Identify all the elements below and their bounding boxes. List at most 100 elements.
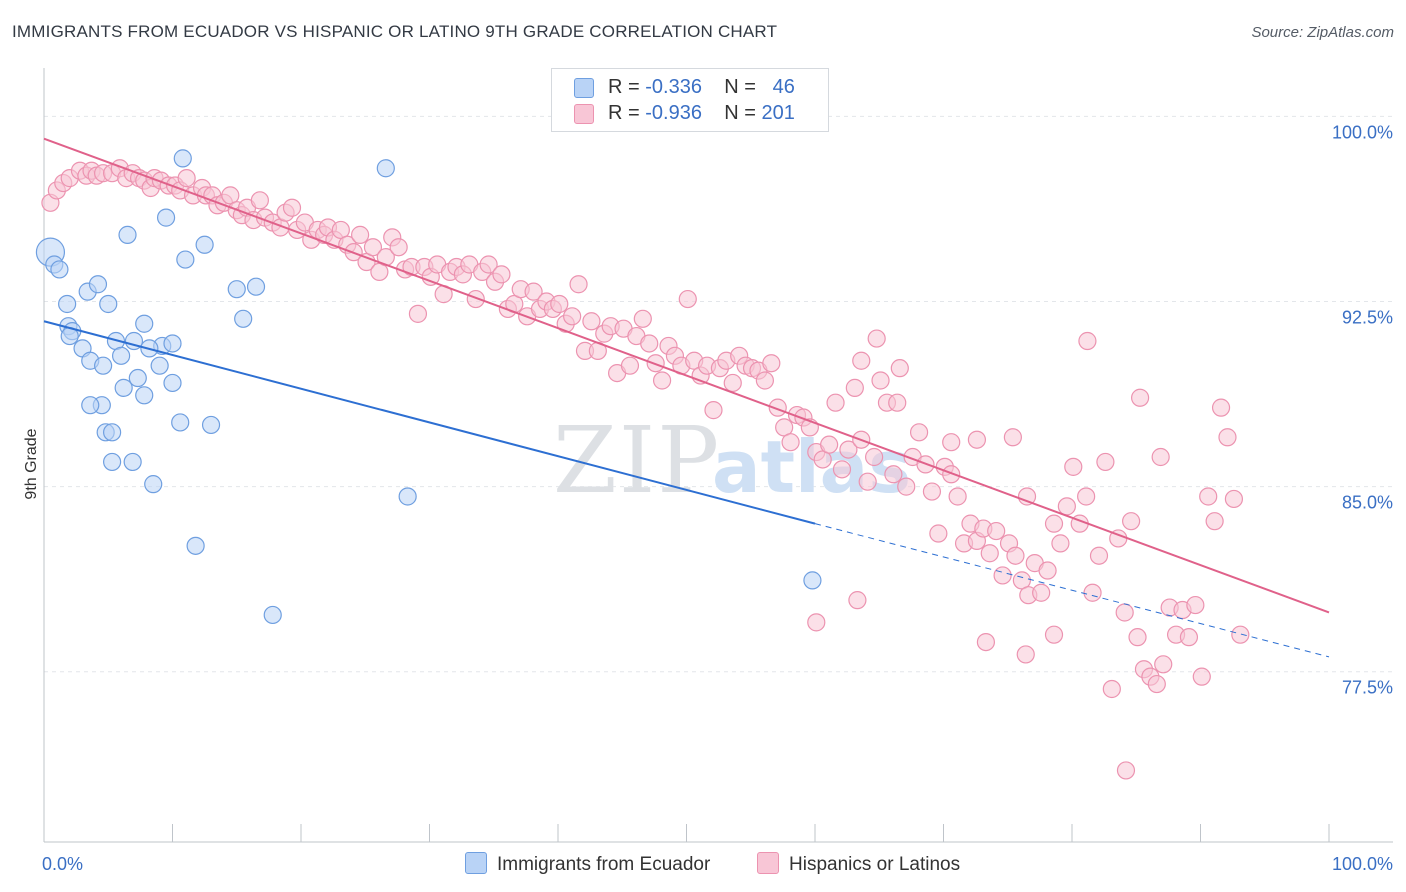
hispanic-point-134	[897, 477, 916, 496]
hispanic-point-194	[1044, 625, 1064, 644]
hispanic-point-157	[1044, 514, 1064, 533]
legend-n-value: 201	[761, 102, 795, 124]
ecuador-point-26	[81, 396, 100, 415]
ecuador-point-34	[156, 208, 176, 227]
legend-r-value: -0.936	[645, 102, 702, 124]
ecuador-point-45	[398, 487, 417, 506]
hispanic-point-160	[1064, 457, 1083, 476]
ecuador-point-43	[263, 605, 282, 625]
bottom-legend-swatch-hispanic	[757, 852, 779, 874]
hispanic-point-163	[1083, 583, 1102, 602]
bottom-legend-label: Hispanics or Latinos	[789, 854, 961, 875]
legend-r-value: -0.336	[645, 76, 702, 98]
hispanic-point-124	[832, 460, 852, 479]
hispanic-point-173	[1147, 674, 1166, 694]
chart-source: Source: ZipAtlas.com	[1251, 24, 1394, 41]
hispanic-point-76	[524, 282, 543, 301]
hispanic-point-125	[839, 440, 858, 459]
ecuador-point-46	[803, 571, 822, 590]
hispanic-point-195	[1078, 331, 1097, 351]
hispanic-point-113	[762, 354, 781, 373]
hispanic-point-138	[922, 482, 942, 501]
hispanic-point-83	[569, 275, 588, 294]
hispanic-point-107	[723, 373, 742, 393]
ecuador-point-41	[234, 309, 253, 328]
x-tick-label-max: 100.0%	[1332, 854, 1393, 874]
ecuador-point-37	[173, 149, 192, 168]
ecuador-point-23	[135, 386, 154, 405]
ecuador-point-21	[114, 378, 133, 397]
y-tick-label-3: 77.5%	[1342, 678, 1393, 698]
ecuador-point-2	[50, 260, 69, 279]
ecuador-point-28	[103, 423, 122, 442]
y-tick-label-0: 100.0%	[1332, 122, 1393, 142]
ecuador-point-39	[227, 280, 246, 299]
ecuador-point-35	[176, 250, 195, 269]
hispanic-point-71	[492, 265, 511, 284]
ecuador-point-22	[128, 368, 147, 388]
legend-n-value: 46	[772, 76, 795, 98]
hispanic-point-55	[389, 238, 408, 257]
hispanic-point-202	[848, 591, 867, 610]
hispanic-point-178	[1179, 628, 1199, 647]
watermark: ZIP atlas	[553, 407, 911, 514]
hispanic-point-141	[942, 465, 961, 484]
hispanic-trend-line	[43, 137, 1330, 614]
hispanic-point-96	[652, 371, 672, 390]
hispanic-point-80	[550, 294, 569, 314]
hispanic-point-122	[820, 435, 839, 454]
hispanic-point-179	[1186, 595, 1205, 615]
hispanic-point-200	[1116, 761, 1136, 780]
hispanic-point-181	[1199, 487, 1218, 506]
y-tick-label-2: 85.0%	[1342, 493, 1393, 513]
x-tick-label-min: 0.0%	[42, 854, 83, 874]
hispanic-point-85	[582, 312, 601, 331]
y-tick-labels: 100.0% 92.5% 85.0% 77.5%	[1332, 122, 1393, 697]
ecuador-point-24	[163, 373, 182, 393]
legend-n-label: N =	[724, 76, 762, 98]
hispanic-point-168	[1115, 603, 1134, 622]
ecuador-point-18	[163, 334, 182, 353]
hispanic-point-158	[1051, 534, 1070, 553]
hispanic-point-190	[942, 433, 961, 452]
y-axis-label: 9th Grade	[23, 428, 40, 499]
hispanic-point-93	[633, 309, 652, 328]
hispanic-point-104	[704, 401, 723, 420]
hispanic-point-198	[976, 632, 996, 652]
hispanic-point-186	[1231, 625, 1250, 644]
hispanic-point-184	[1218, 428, 1237, 447]
hispanic-point-130	[871, 371, 890, 390]
legend-n-label: N =	[724, 102, 762, 124]
hispanic-point-112	[755, 371, 774, 390]
legend-r-label: R =	[608, 102, 646, 124]
bottom-legend-ecuador: Immigrants from Ecuador	[465, 852, 710, 876]
legend-swatch-hispanic	[574, 104, 594, 124]
watermark-zip: ZIP	[553, 407, 721, 514]
ecuador-point-5	[88, 275, 108, 294]
ecuador-point-30	[123, 452, 142, 472]
hispanic-point-136	[909, 423, 929, 442]
hispanic-point-187	[852, 351, 871, 370]
hispanic-point-156	[1038, 561, 1057, 580]
trend-lines	[43, 137, 1330, 658]
ecuador-point-3	[58, 294, 77, 314]
hispanic-points	[41, 159, 1250, 780]
ecuador-point-32	[201, 415, 221, 435]
hispanic-point-128	[858, 472, 877, 491]
hispanic-point-58	[408, 304, 428, 323]
hispanic-point-197	[1151, 447, 1170, 467]
hispanic-point-162	[1077, 487, 1096, 506]
y-tick-label-1: 92.5%	[1342, 308, 1393, 328]
hispanic-point-116	[781, 433, 800, 452]
hispanic-point-132	[884, 465, 903, 484]
ecuador-points	[35, 149, 822, 625]
hispanic-point-189	[888, 393, 907, 412]
correlation-legend: R = -0.336 N = 46 R = -0.936 N = 201	[551, 68, 829, 132]
hispanic-point-159	[1057, 497, 1076, 516]
hispanic-point-148	[987, 521, 1006, 541]
hispanic-point-182	[1205, 512, 1224, 531]
hispanic-point-170	[1128, 628, 1147, 647]
hispanic-point-51	[363, 238, 383, 257]
ecuador-point-36	[195, 235, 214, 254]
